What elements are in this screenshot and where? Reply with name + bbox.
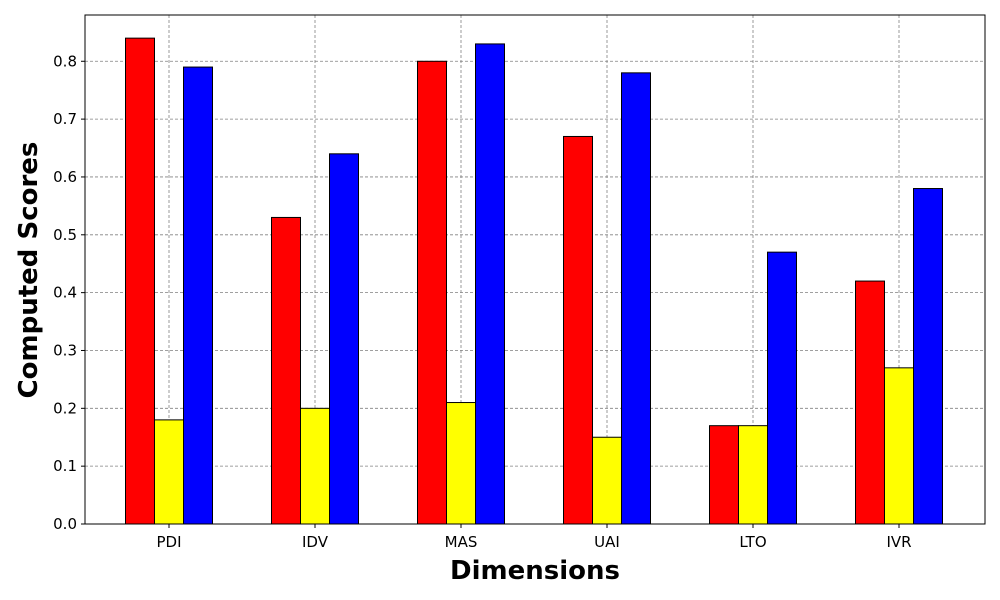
- bar-lto-series-3: [767, 251, 797, 525]
- y-tick-label: 0.3: [53, 341, 77, 359]
- y-tick-label: 0.2: [53, 399, 77, 417]
- bar-mas-series-3: [475, 43, 505, 525]
- bar-lto-series-1: [709, 425, 739, 525]
- y-tick-label: 0.6: [53, 168, 77, 186]
- bar-ivr-series-2: [884, 367, 914, 525]
- grid: [85, 15, 985, 525]
- bar-idv-series-1: [271, 216, 301, 525]
- bar-uai-series-2: [592, 436, 622, 525]
- x-axis-title: Dimensions: [450, 556, 620, 586]
- y-tick-label: 0.1: [53, 457, 77, 475]
- x-tick-label: IVR: [886, 533, 911, 551]
- bar-ivr-series-1: [855, 280, 885, 525]
- bar-pdi-series-2: [154, 419, 184, 525]
- plot-frame: [84, 14, 986, 525]
- bar-uai-series-1: [563, 135, 593, 525]
- y-tick-label: 0.5: [53, 226, 77, 244]
- y-axis-title: Computed Scores: [14, 142, 44, 399]
- y-tick-label: 0.7: [53, 110, 77, 128]
- x-tick-label: LTO: [739, 533, 766, 551]
- y-tick-label: 0.4: [53, 284, 77, 302]
- bar-idv-series-2: [300, 407, 330, 525]
- bar-mas-series-1: [417, 60, 447, 525]
- bars: [125, 37, 943, 525]
- bar-pdi-series-3: [183, 66, 213, 525]
- bar-lto-series-2: [738, 425, 768, 525]
- x-tick-label: IDV: [302, 533, 329, 551]
- bar-pdi-series-1: [125, 37, 155, 525]
- bar-ivr-series-3: [913, 188, 943, 525]
- x-tick-label: MAS: [445, 533, 478, 551]
- bar-uai-series-3: [621, 72, 651, 525]
- x-axis-ticks: PDI IDV MAS UAI LTO IVR: [156, 524, 912, 551]
- y-tick-label: 0.8: [53, 52, 77, 70]
- bar-idv-series-3: [329, 153, 359, 525]
- y-axis-ticks: 0.0 0.1 0.2 0.3 0.4 0.5 0.6 0.7 0.8: [53, 52, 85, 533]
- bar-mas-series-2: [446, 402, 476, 525]
- x-tick-label: UAI: [594, 533, 620, 551]
- y-tick-label: 0.0: [53, 515, 77, 533]
- x-tick-label: PDI: [156, 533, 181, 551]
